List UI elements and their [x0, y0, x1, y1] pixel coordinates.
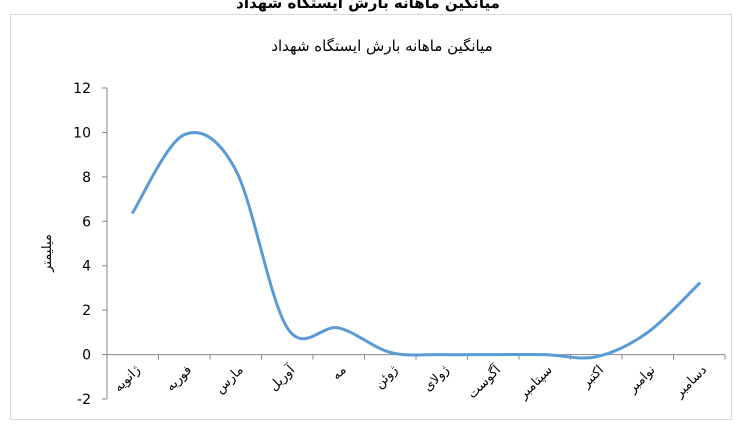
x-tick-label: آوریل	[265, 360, 299, 394]
y-tick-label: 6	[82, 214, 91, 230]
x-tick-label: ژوئن	[372, 363, 401, 392]
y-tick-labels: -2 0 2 4 6 8 10 12	[73, 81, 91, 408]
chart-frame: میانگین ماهانه بارش ایستگاه شهداد میلیمت…	[10, 14, 732, 420]
top-caption: میانگین ماهانه بارش ایستگاه شهداد	[236, 0, 500, 12]
y-tick-label: 12	[73, 81, 91, 97]
y-tick-label: 10	[73, 125, 91, 141]
x-tick-label: فوریه	[163, 363, 195, 395]
y-tick-label: 0	[82, 348, 91, 364]
series-layer	[131, 131, 701, 360]
y-tick-label: 4	[82, 259, 91, 275]
y-tick-label: -2	[77, 392, 91, 408]
x-tick-label: ژانویه	[111, 363, 143, 395]
x-tick-label: اکتبر	[578, 363, 607, 392]
y-axis-label: میلیمتر	[40, 234, 55, 273]
x-tick-label: مه	[329, 363, 349, 383]
x-tick-label: آگوست	[464, 360, 505, 401]
y-tick-label: 8	[82, 170, 91, 186]
x-tick-labels: ژانویه فوریه مارس آوریل مه ژوئن ژولای آگوست سپتا…	[111, 360, 710, 403]
x-tick-label: مارس	[213, 363, 247, 397]
axes	[102, 87, 726, 400]
y-tick-label: 2	[82, 303, 91, 319]
x-tick-label: دسامبر	[671, 363, 710, 402]
x-tick-label: ژولای	[421, 363, 453, 395]
chart-title: میانگین ماهانه بارش ایستگاه شهداد	[271, 37, 492, 55]
x-tick-label: سپتامبر	[515, 363, 555, 403]
x-tick-label: نوامبر	[625, 363, 659, 397]
series-line	[131, 131, 701, 360]
precipitation-line-chart: میانگین ماهانه بارش ایستگاه شهداد میلیمت…	[40, 37, 726, 408]
